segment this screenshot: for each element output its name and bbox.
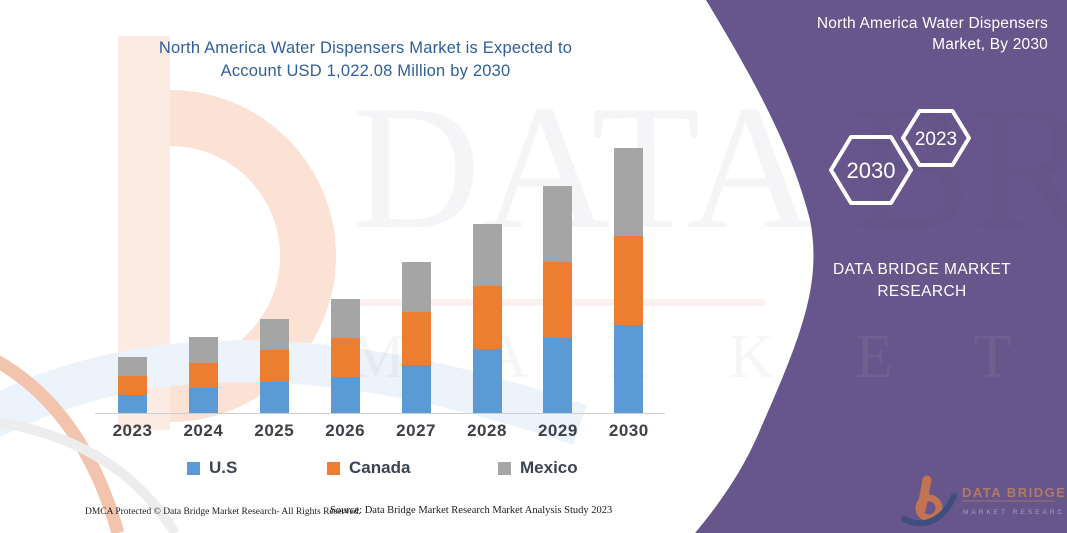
- x-axis-label-2030: 2030: [608, 421, 649, 440]
- bar-segment-us-2028: [472, 349, 502, 413]
- legend-swatch-us: [187, 461, 200, 475]
- bar-segment-us-2026: [330, 377, 360, 413]
- bar-segment-us-2029: [543, 338, 573, 413]
- bar-segment-mexico-2028: [472, 224, 502, 286]
- legend-swatch-canada: [327, 461, 340, 475]
- logo-swoosh: [901, 493, 957, 527]
- bar-2028: [472, 224, 502, 413]
- bar-2026: [330, 298, 360, 413]
- hexagon-2023-label: 2023: [915, 129, 957, 150]
- x-axis-label-2028: 2028: [467, 421, 507, 440]
- bar-segment-mexico-2025: [259, 318, 289, 351]
- logo-tagline: MARKET RESEARCH: [963, 509, 1065, 516]
- x-axis-label-2024: 2024: [183, 421, 224, 440]
- legend-swatch-mexico: [498, 461, 511, 475]
- legend-label: Mexico: [520, 458, 578, 477]
- footer-source: Source: Data Bridge Market Research Mark…: [330, 505, 613, 516]
- watermark-row-dark: M A R K E T R E S E A R C H: [350, 323, 1067, 391]
- chart-title: North America Water Dispensers Market is…: [113, 37, 618, 83]
- chart-title-line1: North America Water Dispensers Market is…: [158, 39, 573, 57]
- bar-segment-mexico-2030: [614, 148, 644, 236]
- brand-line1: DATA BRIDGE MARKET: [832, 261, 1011, 278]
- brand-name: DATA BRIDGE MARKET RESEARCH: [822, 259, 1022, 303]
- bar-2030: [614, 148, 644, 413]
- chart-title-line2: Account USD 1,022.08 Million by 2030: [220, 62, 511, 80]
- bar-2029: [543, 186, 573, 413]
- bar-segment-canada-2030: [614, 235, 644, 326]
- bar-segment-mexico-2023: [118, 357, 147, 376]
- bar-segment-canada-2023: [118, 375, 147, 396]
- legend-label: U.S: [209, 458, 238, 477]
- legend-item-us: U.S: [187, 458, 237, 478]
- x-axis-label-2023: 2023: [112, 421, 153, 440]
- bar-segment-us-2030: [614, 325, 644, 413]
- legend-item-mexico: Mexico: [498, 458, 578, 478]
- bar-segment-canada-2025: [259, 350, 289, 382]
- x-axis-line: [95, 413, 665, 414]
- bar-2027: [401, 262, 431, 413]
- logo-wordmark: DATA BRIDGE: [962, 485, 1065, 500]
- brand-line2: RESEARCH: [877, 283, 967, 300]
- hexagon-2030: [829, 135, 913, 205]
- bar-segment-us-2024: [188, 387, 218, 413]
- bar-segment-canada-2029: [543, 262, 573, 339]
- bar-2025: [259, 318, 289, 413]
- legend-label: Canada: [349, 458, 411, 477]
- x-axis-label-2029: 2029: [537, 421, 578, 440]
- hexagon-2030-label: 2030: [847, 158, 896, 183]
- hexagon-2023: [901, 109, 971, 167]
- data-bridge-logo: DATA BRIDGE MARKET RESEARCH: [901, 475, 1065, 527]
- bar-2023: [118, 357, 147, 413]
- bar-segment-mexico-2024: [188, 336, 218, 363]
- bar-segment-us-2027: [401, 365, 431, 413]
- bar-segment-canada-2024: [188, 362, 218, 388]
- bar-segment-canada-2026: [330, 338, 360, 377]
- bar-segment-canada-2028: [472, 286, 502, 349]
- bar-segment-mexico-2029: [543, 186, 573, 263]
- bar-segment-us-2025: [259, 381, 289, 413]
- panel-heading: North America Water Dispensers Market, B…: [816, 15, 1048, 53]
- bar-segment-canada-2027: [401, 312, 431, 365]
- bar-2024: [188, 336, 218, 413]
- footer-dmca: DMCA Protected © Data Bridge Market Rese…: [85, 507, 361, 517]
- watermark-row-light: M A R K E T R E S E A R C H: [350, 323, 1067, 391]
- bar-segment-mexico-2027: [401, 262, 431, 313]
- stacked-bar-chart: 2023 2024 2025 2026 2027 2028 2029 2030 U.S Canad…: [95, 140, 665, 480]
- bar-segment-us-2023: [118, 395, 147, 413]
- hexagon-badges: 2030 2023: [829, 109, 971, 205]
- x-axis-label-2025: 2025: [254, 421, 295, 440]
- legend-item-canada: Canada: [327, 458, 410, 478]
- bar-segment-mexico-2026: [330, 298, 360, 339]
- x-axis-label-2026: 2026: [325, 421, 366, 440]
- x-axis-label-2027: 2027: [396, 421, 437, 440]
- purple-wave-shape: [695, 0, 1067, 533]
- logo-b-loop: [915, 494, 943, 522]
